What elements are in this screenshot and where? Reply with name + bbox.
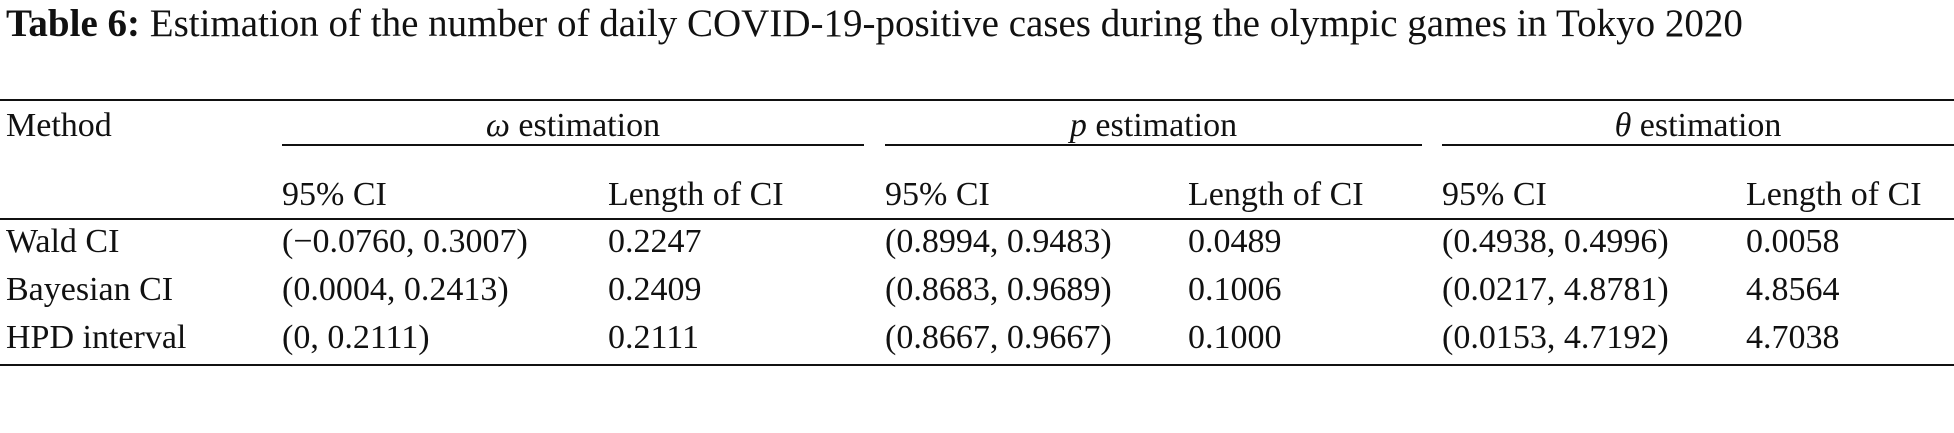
theta-group-label: estimation	[1639, 107, 1782, 144]
p-symbol: p	[1069, 107, 1087, 144]
table-row-omega-ci: (−0.0760, 0.3007)	[282, 223, 528, 260]
theta-symbol: θ	[1614, 107, 1632, 144]
omega-group-label: estimation	[518, 107, 661, 144]
table-row-theta-length: 4.7038	[1746, 319, 1840, 356]
table-row-method: HPD interval	[6, 319, 187, 356]
theta-group-header: θ estimation	[1442, 106, 1954, 146]
table-row-p-length: 0.1000	[1188, 319, 1282, 356]
table-row-theta-ci: (0.4938, 0.4996)	[1442, 223, 1669, 260]
table-caption: Table 6: Estimation of the number of dai…	[6, 0, 1950, 47]
table-row-p-ci: (0.8994, 0.9483)	[885, 223, 1112, 260]
p-group-label: estimation	[1095, 107, 1238, 144]
table-row-omega-length: 0.2111	[608, 319, 699, 356]
caption-label: Table 6:	[6, 2, 141, 45]
table-row-theta-length: 0.0058	[1746, 223, 1840, 260]
table-row-method: Bayesian CI	[6, 271, 174, 308]
table-row-theta-ci: (0.0217, 4.8781)	[1442, 271, 1669, 308]
table-row-p-length: 0.0489	[1188, 223, 1282, 260]
theta-length-header: Length of CI	[1746, 176, 1922, 213]
omega-symbol: ω	[485, 107, 510, 144]
top-rule	[0, 99, 1954, 101]
method-header: Method	[6, 107, 112, 144]
table-row-omega-length: 0.2409	[608, 271, 702, 308]
table-row-theta-length: 4.8564	[1746, 271, 1840, 308]
table-row-p-length: 0.1006	[1188, 271, 1282, 308]
table-row-method: Wald CI	[6, 223, 120, 260]
omega-group-rule	[282, 144, 864, 146]
theta-ci-header: 95% CI	[1442, 176, 1547, 213]
theta-group-rule	[1442, 144, 1954, 146]
table-row-theta-ci: (0.0153, 4.7192)	[1442, 319, 1669, 356]
p-group-rule	[885, 144, 1422, 146]
bottom-rule	[0, 364, 1954, 366]
p-ci-header: 95% CI	[885, 176, 990, 213]
header-rule	[0, 218, 1954, 220]
omega-ci-header: 95% CI	[282, 176, 387, 213]
p-group-header: p estimation	[885, 106, 1422, 146]
table-row-p-ci: (0.8667, 0.9667)	[885, 319, 1112, 356]
omega-length-header: Length of CI	[608, 176, 784, 213]
p-length-header: Length of CI	[1188, 176, 1364, 213]
omega-group-header: ω estimation	[282, 106, 864, 146]
table-row-omega-ci: (0, 0.2111)	[282, 319, 430, 356]
table-row-omega-length: 0.2247	[608, 223, 702, 260]
table-row-p-ci: (0.8683, 0.9689)	[885, 271, 1112, 308]
caption-text: Estimation of the number of daily COVID-…	[149, 2, 1743, 45]
table-row-omega-ci: (0.0004, 0.2413)	[282, 271, 509, 308]
